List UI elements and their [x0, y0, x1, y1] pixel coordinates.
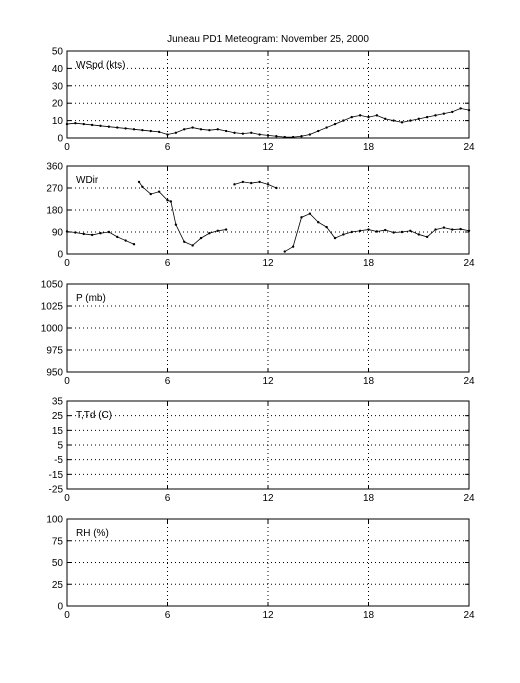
y-tick-label: 1025	[41, 302, 64, 313]
y-tick-label: 180	[46, 206, 63, 217]
y-tick-label: 0	[57, 134, 63, 145]
figure-title: Juneau PD1 Meteogram: November 25, 2000	[167, 34, 369, 45]
y-tick-label: 25	[52, 580, 64, 591]
x-tick-label: 18	[363, 493, 375, 504]
y-tick-label: 10	[52, 116, 64, 127]
y-tick-label: 0	[57, 602, 63, 613]
y-tick-label: 50	[52, 558, 64, 569]
y-tick-label: 75	[52, 536, 64, 547]
y-tick-label: 360	[46, 162, 63, 173]
x-tick-label: 18	[363, 258, 375, 269]
data-trace	[66, 108, 470, 138]
axes-box	[66, 50, 470, 139]
panel-label: WDir	[76, 175, 99, 186]
panel-4: 0 25 50 75 100 0 6 12 18 24 RH (%)	[46, 515, 475, 622]
x-tick-label: 12	[262, 610, 274, 621]
x-tick-label: 6	[165, 493, 171, 504]
x-tick-label: 0	[64, 610, 70, 621]
y-tick-label: 0	[57, 250, 63, 261]
panel-label: P (mb)	[76, 293, 106, 304]
y-tick-label: 15	[52, 426, 64, 437]
x-tick-label: 6	[165, 610, 171, 621]
y-tick-label: 90	[52, 228, 64, 239]
x-tick-label: 24	[463, 493, 475, 504]
panel-label: WSpd (kts)	[76, 60, 125, 71]
y-tick-label: 35	[52, 397, 64, 408]
x-tick-label: 0	[64, 258, 70, 269]
x-tick-label: 24	[463, 610, 475, 621]
y-tick-label: 30	[52, 81, 64, 92]
x-tick-label: 12	[262, 142, 274, 153]
y-tick-label: -5	[54, 455, 63, 466]
y-tick-label: 20	[52, 99, 64, 110]
x-tick-label: 12	[262, 376, 274, 387]
x-tick-label: 0	[64, 493, 70, 504]
x-tick-label: 24	[463, 376, 475, 387]
panel-3: -25 -15 -5 5 15 25 35 0 6 12 18 24 T,Td (C)	[49, 397, 475, 505]
x-tick-label: 12	[262, 258, 274, 269]
x-tick-label: 6	[165, 376, 171, 387]
x-tick-label: 18	[363, 610, 375, 621]
y-tick-label: -25	[49, 485, 64, 496]
y-tick-label: 950	[46, 368, 63, 379]
y-tick-label: 5	[57, 441, 63, 452]
y-tick-label: 1000	[41, 324, 64, 335]
x-tick-label: 6	[165, 142, 171, 153]
y-tick-label: 100	[46, 515, 63, 526]
x-tick-label: 0	[64, 142, 70, 153]
y-tick-label: 25	[52, 411, 64, 422]
panel-1: 0 90 180 270 360 0 6 12 18 24 WDir	[46, 162, 475, 270]
y-tick-label: 40	[52, 64, 64, 75]
x-tick-label: 12	[262, 493, 274, 504]
x-tick-label: 18	[363, 376, 375, 387]
panel-label: RH (%)	[76, 528, 109, 539]
y-tick-label: 50	[52, 47, 64, 58]
panel-2: 950 975 1000 1025 1050 0 6 12 18 24 P (mb)	[41, 280, 475, 388]
y-tick-label: -15	[49, 470, 64, 481]
x-tick-label: 6	[165, 258, 171, 269]
y-tick-label: 1050	[41, 280, 64, 291]
data-trace	[66, 181, 470, 252]
panel-0: 0 10 20 30 40 50 0 6 12 18 24 WSpd (kts)	[52, 47, 475, 154]
x-tick-label: 24	[463, 258, 475, 269]
x-tick-label: 0	[64, 376, 70, 387]
panel-label: T,Td (C)	[76, 410, 112, 421]
x-tick-label: 18	[363, 142, 375, 153]
y-tick-label: 270	[46, 184, 63, 195]
y-tick-label: 975	[46, 346, 63, 357]
x-tick-label: 24	[463, 142, 475, 153]
